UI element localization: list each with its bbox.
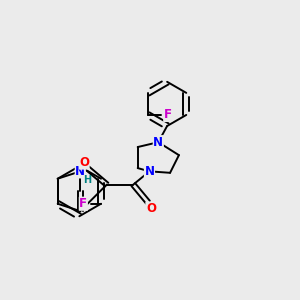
Text: H: H xyxy=(83,175,91,184)
Text: N: N xyxy=(153,136,163,149)
Text: N: N xyxy=(145,165,154,178)
Text: O: O xyxy=(79,156,89,169)
Text: N: N xyxy=(75,165,85,178)
Text: F: F xyxy=(79,197,87,210)
Text: F: F xyxy=(164,108,172,122)
Text: O: O xyxy=(146,202,156,215)
